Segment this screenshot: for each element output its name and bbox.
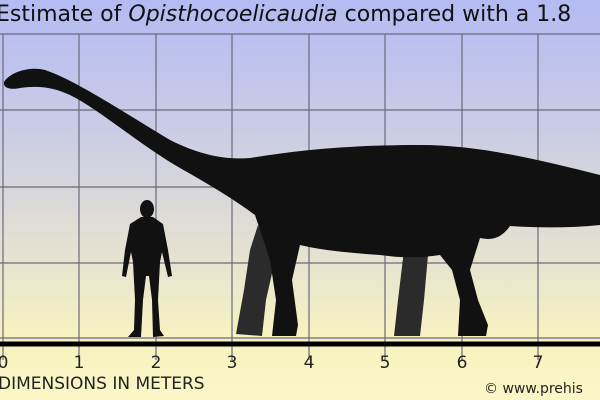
title-prefix: Estimate of — [0, 2, 129, 27]
tick-label: 3 — [226, 353, 238, 373]
human-silhouette — [122, 200, 172, 337]
title-suffix: compared with a 1.8 — [337, 2, 572, 27]
title-taxon: Opisthocoelicaudia — [128, 2, 338, 27]
tick-label: 1 — [73, 353, 85, 373]
tick-label: 6 — [456, 353, 468, 373]
copyright-credit: © www.prehis — [484, 381, 583, 397]
dinosaur-silhouette — [3, 68, 600, 336]
tick-label: 4 — [303, 353, 315, 373]
title: Estimate of Opisthocoelicaudia compared … — [0, 2, 571, 27]
axis-label: DIMENSIONS IN METERS — [0, 374, 205, 394]
tick-label: 7 — [532, 353, 544, 373]
tick-label: 0 — [0, 353, 9, 373]
tick-label: 5 — [379, 353, 391, 373]
tick-label: 2 — [150, 353, 162, 373]
